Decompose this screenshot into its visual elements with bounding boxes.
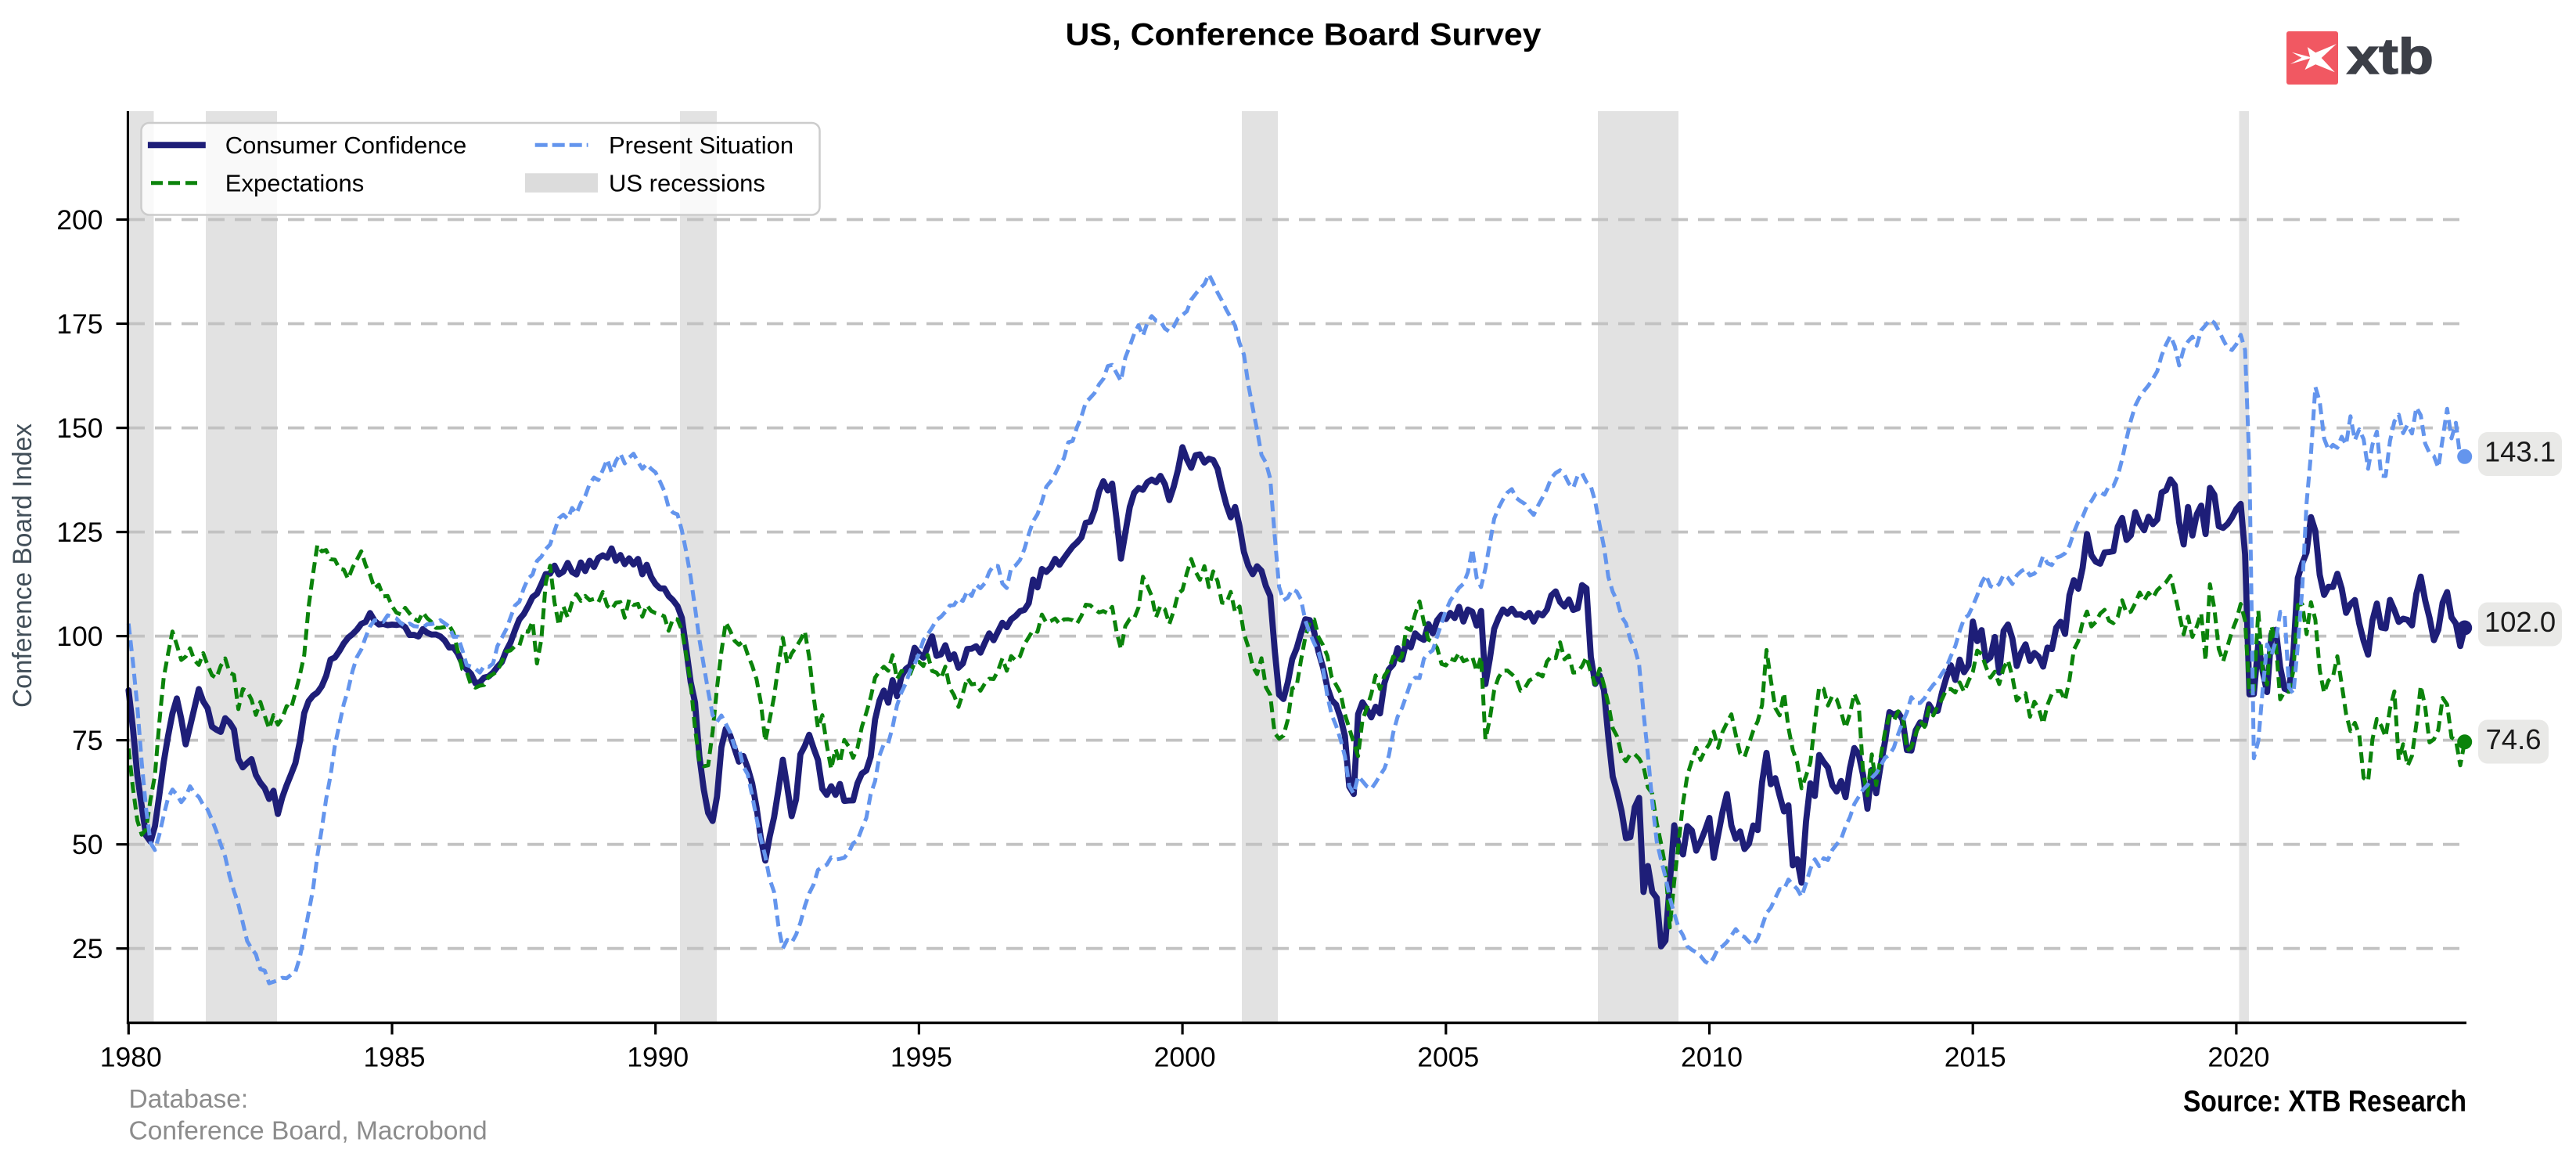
svg-text:1985: 1985 bbox=[364, 1042, 426, 1073]
svg-text:125: 125 bbox=[56, 517, 103, 548]
svg-text:75: 75 bbox=[72, 725, 103, 756]
svg-text:200: 200 bbox=[56, 204, 103, 236]
svg-text:US recessions: US recessions bbox=[609, 169, 765, 196]
svg-text:50: 50 bbox=[72, 829, 103, 860]
svg-text:Present Situation: Present Situation bbox=[609, 132, 793, 159]
svg-text:2020: 2020 bbox=[2207, 1042, 2269, 1073]
svg-text:1990: 1990 bbox=[627, 1042, 689, 1073]
svg-text:xtb: xtb bbox=[2347, 28, 2434, 85]
svg-text:2015: 2015 bbox=[1945, 1042, 2006, 1073]
svg-text:175: 175 bbox=[56, 308, 103, 340]
svg-text:143.1: 143.1 bbox=[2484, 436, 2556, 468]
svg-text:Expectations: Expectations bbox=[225, 169, 365, 196]
svg-text:Database:: Database: bbox=[129, 1085, 249, 1114]
svg-text:Conference Board, Macrobond: Conference Board, Macrobond bbox=[129, 1116, 487, 1145]
svg-text:2005: 2005 bbox=[1417, 1042, 1479, 1073]
svg-text:2010: 2010 bbox=[1681, 1042, 1743, 1073]
svg-text:100: 100 bbox=[56, 621, 103, 652]
svg-text:Conference Board Index: Conference Board Index bbox=[8, 423, 38, 708]
svg-text:1980: 1980 bbox=[100, 1042, 162, 1073]
svg-text:2000: 2000 bbox=[1154, 1042, 1216, 1073]
svg-text:1995: 1995 bbox=[890, 1042, 952, 1073]
svg-text:Source: XTB Research: Source: XTB Research bbox=[2183, 1086, 2466, 1119]
svg-text:US, Conference Board Survey: US, Conference Board Survey bbox=[1066, 18, 1542, 52]
svg-text:25: 25 bbox=[72, 933, 103, 964]
svg-text:150: 150 bbox=[56, 413, 103, 444]
svg-text:74.6: 74.6 bbox=[2485, 723, 2541, 755]
svg-text:102.0: 102.0 bbox=[2484, 606, 2556, 638]
svg-text:Consumer Confidence: Consumer Confidence bbox=[225, 132, 466, 159]
